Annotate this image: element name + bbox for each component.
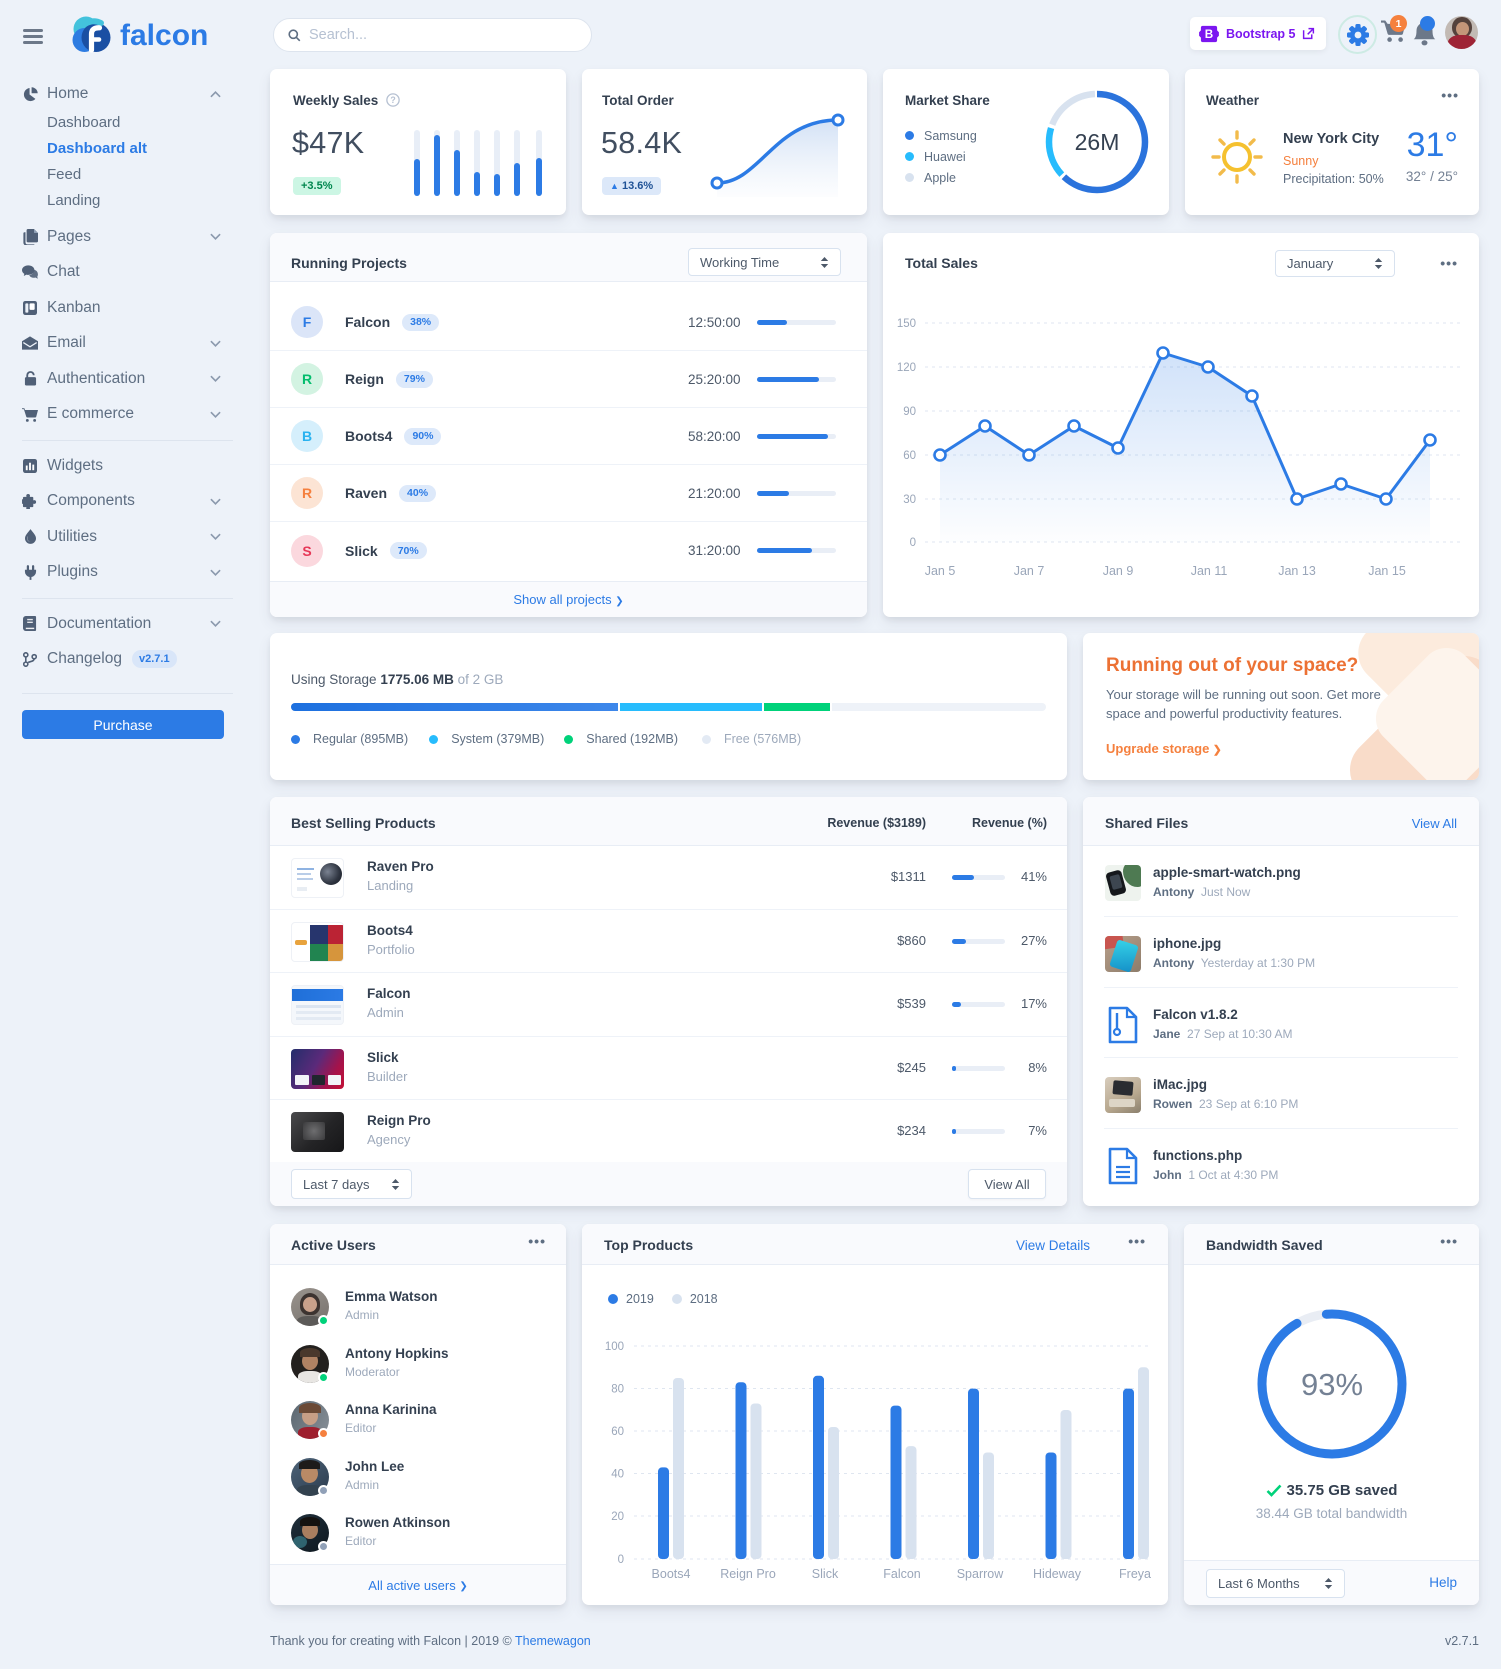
svg-text:30: 30 (903, 494, 916, 506)
svg-text:Jan 5: Jan 5 (925, 564, 956, 578)
svg-text:60: 60 (903, 450, 916, 462)
svg-text:Jan 13: Jan 13 (1278, 564, 1316, 578)
svg-text:0: 0 (910, 537, 916, 549)
svg-text:Jan 11: Jan 11 (1191, 564, 1228, 578)
svg-text:Sparrow: Sparrow (957, 1567, 1005, 1581)
svg-text:40: 40 (611, 1469, 624, 1481)
svg-text:Reign Pro: Reign Pro (720, 1567, 776, 1581)
svg-text:Jan 15: Jan 15 (1368, 564, 1406, 578)
svg-text:100: 100 (605, 1341, 624, 1353)
svg-text:Freya: Freya (1119, 1567, 1151, 1581)
svg-text:Jan 9: Jan 9 (1103, 564, 1134, 578)
svg-text:93%: 93% (1301, 1367, 1363, 1402)
svg-text:80: 80 (611, 1384, 624, 1396)
svg-text:?: ? (390, 95, 395, 105)
svg-text:Jan 7: Jan 7 (1014, 564, 1045, 578)
svg-text:90: 90 (903, 406, 916, 418)
svg-text:Boots4: Boots4 (652, 1567, 691, 1581)
svg-text:150: 150 (897, 318, 916, 330)
svg-text:60: 60 (611, 1426, 624, 1438)
svg-text:20: 20 (611, 1511, 624, 1523)
svg-text:0: 0 (618, 1554, 624, 1566)
svg-text:B: B (1205, 28, 1213, 41)
svg-text:26M: 26M (1075, 129, 1120, 155)
svg-text:120: 120 (897, 362, 916, 374)
svg-text:Slick: Slick (812, 1567, 839, 1581)
svg-text:Falcon: Falcon (883, 1567, 921, 1581)
svg-text:Hideway: Hideway (1033, 1567, 1082, 1581)
